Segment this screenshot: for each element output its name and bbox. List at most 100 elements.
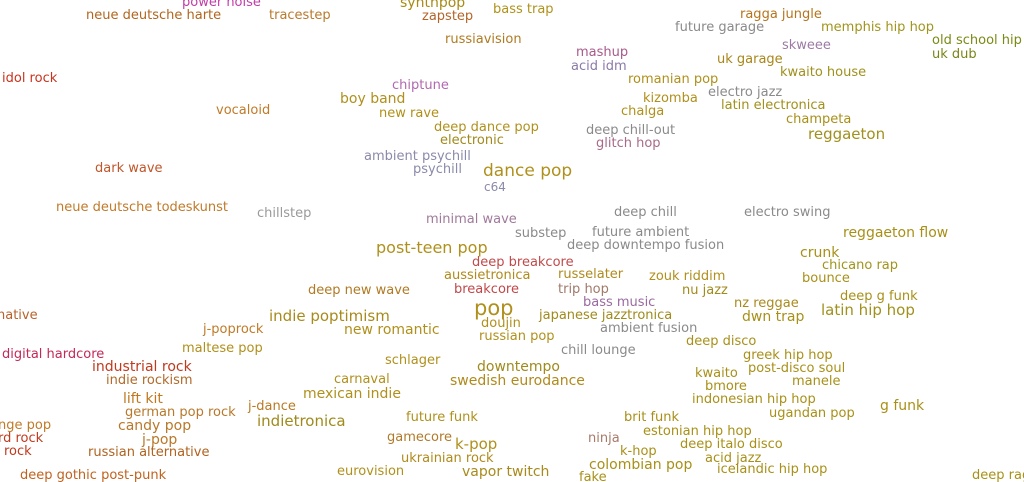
genre-deep-new-wave[interactable]: deep new wave: [308, 283, 410, 298]
genre-chill-lounge[interactable]: chill lounge: [561, 343, 636, 358]
genre-future-garage[interactable]: future garage: [675, 20, 765, 35]
genre-k-pop[interactable]: k-pop: [455, 435, 498, 453]
genre-minimal-wave[interactable]: minimal wave: [426, 212, 517, 227]
genre-ninja[interactable]: ninja: [588, 431, 620, 446]
genre-indie-poptimism[interactable]: indie poptimism: [269, 307, 390, 325]
genre-ugandan-pop[interactable]: ugandan pop: [769, 406, 855, 421]
genre-dwn-trap[interactable]: dwn trap: [742, 309, 805, 325]
genre-bass-trap[interactable]: bass trap: [493, 2, 554, 17]
genre-zapstep[interactable]: zapstep: [422, 9, 474, 24]
genre-bounce[interactable]: bounce: [802, 271, 850, 286]
genre-new-rave[interactable]: new rave: [379, 106, 440, 121]
genre-latin-electronica[interactable]: latin electronica: [721, 98, 826, 113]
genre-lift-kit[interactable]: lift kit: [123, 391, 163, 407]
genre-indie-rockism[interactable]: indie rockism: [106, 373, 193, 388]
genre-icelandic-hip-hop[interactable]: icelandic hip hop: [717, 462, 828, 477]
genre-vocaloid[interactable]: vocaloid: [216, 103, 271, 118]
genre-new-romantic[interactable]: new romantic: [344, 322, 440, 338]
genre-reggaeton-flow[interactable]: reggaeton flow: [843, 225, 949, 241]
genre-electro-swing[interactable]: electro swing: [744, 205, 831, 220]
genre-j-dance[interactable]: j-dance: [248, 399, 296, 414]
genre-acid-jazz[interactable]: acid jazz: [705, 451, 762, 466]
genre-substep[interactable]: substep: [515, 226, 567, 241]
genre-indonesian-hip-hop[interactable]: indonesian hip hop: [692, 392, 816, 407]
genre-deep-chill-out[interactable]: deep chill-out: [586, 123, 676, 138]
genre-dance-pop[interactable]: dance pop: [483, 161, 573, 181]
genre-deep-downtempo-fusion[interactable]: deep downtempo fusion: [567, 238, 725, 253]
genre-russian-alternative[interactable]: russian alternative: [88, 445, 210, 460]
genre-c64[interactable]: c64: [484, 180, 506, 194]
genre-boy-band[interactable]: boy band: [340, 91, 406, 107]
genre-doujin[interactable]: doujin: [481, 316, 521, 331]
genre-ambient-psychill[interactable]: ambient psychill: [364, 149, 471, 164]
genre-greek-hip-hop[interactable]: greek hip hop: [743, 348, 833, 363]
genre-chalga[interactable]: chalga: [621, 104, 665, 119]
genre-dark-wave[interactable]: dark wave: [95, 161, 163, 176]
genre-mashup[interactable]: mashup: [576, 45, 629, 60]
genre-zouk-riddim[interactable]: zouk riddim: [649, 269, 726, 284]
genre-industrial-rock[interactable]: industrial rock: [92, 359, 192, 375]
genre-electronic[interactable]: electronic: [440, 133, 504, 148]
genre-russian-pop[interactable]: russian pop: [479, 329, 555, 344]
genre-estonian-hip-hop[interactable]: estonian hip hop: [643, 424, 752, 439]
genre-candy-pop[interactable]: candy pop: [118, 418, 192, 434]
genre-ukrainian-rock[interactable]: ukrainian rock: [401, 451, 494, 466]
genre-swedish-eurodance[interactable]: swedish eurodance: [450, 373, 585, 389]
genre-nz-reggae[interactable]: nz reggae: [734, 296, 799, 311]
genre-power-noise[interactable]: power noise: [182, 0, 261, 10]
genre-bass-music[interactable]: bass music: [583, 295, 656, 310]
genre-bmore[interactable]: bmore: [705, 379, 747, 394]
genre-uk-garage[interactable]: uk garage: [717, 52, 783, 67]
genre-deep-g-funk[interactable]: deep g funk: [840, 289, 918, 304]
genre-g-funk[interactable]: g funk: [880, 398, 925, 414]
genre-psychill[interactable]: psychill: [413, 162, 462, 177]
genre-synthpop[interactable]: synthpop: [400, 0, 466, 11]
genre-ambient-fusion[interactable]: ambient fusion: [600, 321, 698, 336]
genre-uk-dub[interactable]: uk dub: [932, 47, 977, 62]
genre-glitch-hop[interactable]: glitch hop: [596, 136, 661, 151]
genre-chiptune[interactable]: chiptune: [392, 78, 449, 93]
genre-aussietronica[interactable]: aussietronica: [444, 268, 531, 283]
genre-k-hop[interactable]: k-hop: [620, 444, 657, 459]
genre-romanian-pop[interactable]: romanian pop: [628, 72, 719, 87]
genre-acid-idm[interactable]: acid idm: [571, 59, 627, 74]
genre-reggaeton[interactable]: reggaeton: [808, 125, 886, 143]
genre-kizomba[interactable]: kizomba: [643, 91, 698, 106]
genre-kwaito-house[interactable]: kwaito house: [780, 65, 867, 80]
genre-colombian-pop[interactable]: colombian pop: [589, 457, 693, 473]
genre-memphis-hip-hop[interactable]: memphis hip hop: [821, 20, 935, 35]
genre-tracestep[interactable]: tracestep: [269, 8, 331, 23]
genre-future-funk[interactable]: future funk: [406, 410, 478, 425]
genre-russiavision[interactable]: russiavision: [445, 32, 522, 47]
genre-chillstep[interactable]: chillstep: [257, 206, 312, 221]
genre-j-pop[interactable]: j-pop: [142, 432, 178, 448]
genre-japanese-jazztronica[interactable]: japanese jazztronica: [539, 308, 673, 323]
genre-idol-rock[interactable]: idol rock: [2, 71, 58, 86]
genre-german-pop-rock[interactable]: german pop rock: [125, 405, 236, 420]
genre-russelater[interactable]: russelater: [558, 267, 624, 282]
genre-deep-dance-pop[interactable]: deep dance pop: [434, 120, 539, 135]
genre-neue-deutsche-todeskunst[interactable]: neue deutsche todeskunst: [56, 200, 229, 215]
genre-post-disco-soul[interactable]: post-disco soul: [748, 361, 846, 376]
genre-deep-italo-disco[interactable]: deep italo disco: [680, 437, 783, 452]
genre-future-ambient[interactable]: future ambient: [592, 225, 690, 240]
genre-native[interactable]: native: [0, 308, 38, 323]
genre-schlager[interactable]: schlager: [385, 353, 441, 368]
genre-skweee[interactable]: skweee: [782, 38, 831, 53]
genre-latin-hip-hop[interactable]: latin hip hop: [821, 301, 915, 319]
genre-ragga-jungle[interactable]: ragga jungle: [740, 7, 822, 22]
genre-deep-chill[interactable]: deep chill: [614, 205, 677, 220]
genre-electro-jazz[interactable]: electro jazz: [708, 85, 783, 100]
genre-post-teen-pop[interactable]: post-teen pop: [376, 238, 488, 257]
genre-maltese-pop[interactable]: maltese pop: [182, 341, 263, 356]
genre-nge-pop[interactable]: nge pop: [0, 418, 52, 433]
genre-neue-deutsche-harte[interactable]: neue deutsche harte: [86, 8, 222, 23]
genre-brit-funk[interactable]: brit funk: [624, 410, 680, 425]
genre-j-poprock[interactable]: j-poprock: [203, 322, 264, 337]
genre-deep-gothic-post-punk[interactable]: deep gothic post-punk: [20, 468, 167, 482]
genre-trip-hop[interactable]: trip hop: [558, 282, 609, 297]
genre-old-school-hip-hop[interactable]: old school hip hop: [932, 33, 1024, 48]
genre-kwaito[interactable]: kwaito: [695, 366, 738, 381]
genre-rock[interactable]: rock: [4, 444, 32, 459]
genre-pop[interactable]: pop: [474, 296, 514, 320]
